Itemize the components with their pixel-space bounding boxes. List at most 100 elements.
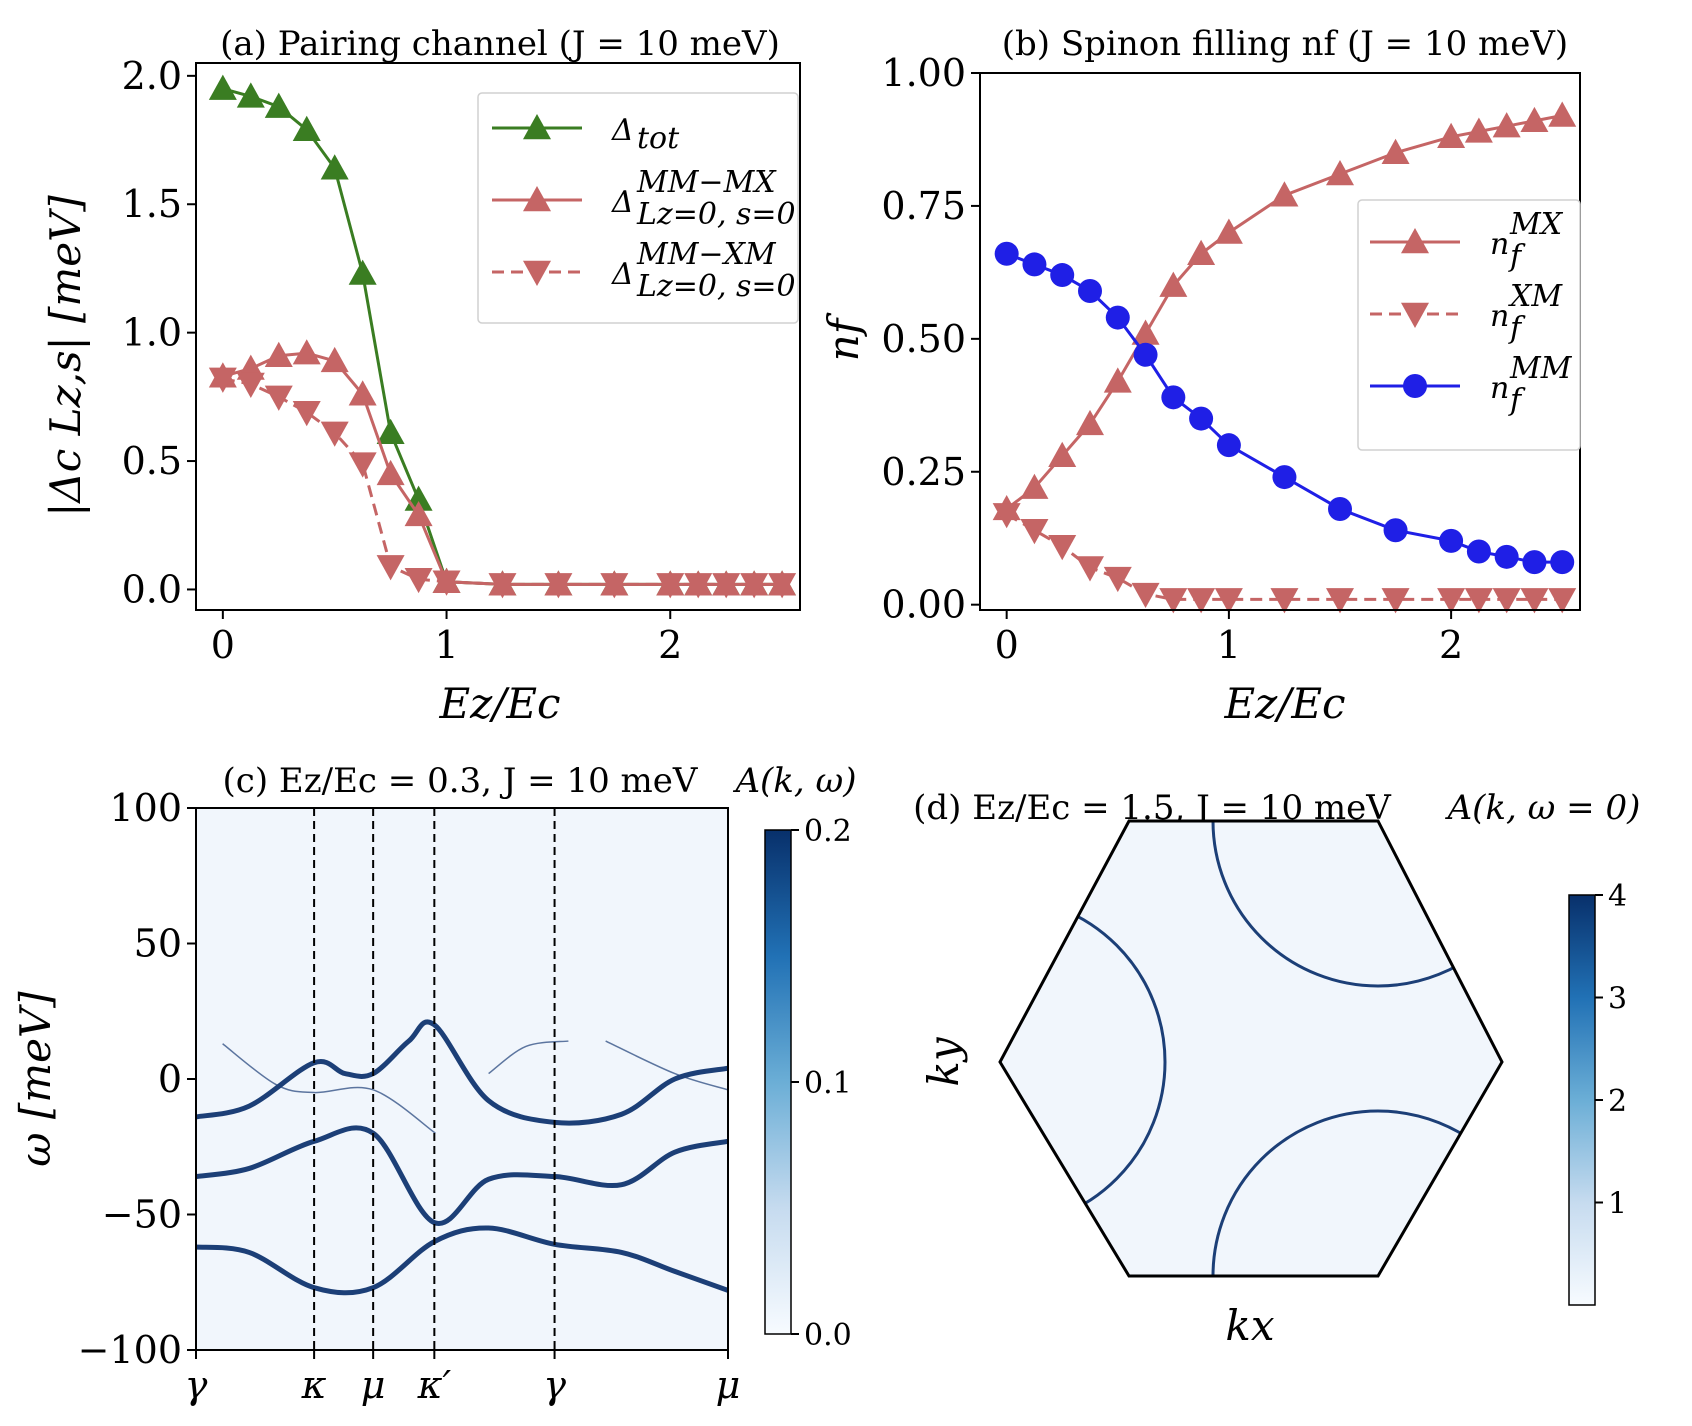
- b-series-1-point: [1214, 588, 1243, 614]
- c-colorbar-tick-label: 0.2: [804, 814, 852, 849]
- d-colorbar-tick-label: 3: [1608, 982, 1627, 1017]
- a-ytick-label: 2.0: [122, 54, 182, 98]
- b-ytick-label: 1.00: [881, 51, 966, 95]
- b-series-2-point: [1161, 385, 1186, 410]
- a-series-2-point: [600, 573, 629, 599]
- b-series-1-point: [1492, 588, 1521, 614]
- a-series-1-line: [222, 351, 783, 586]
- b-series-2-point: [1133, 342, 1158, 367]
- c-ytick-label: 0: [158, 1057, 182, 1101]
- a-legend-marker: [523, 114, 551, 140]
- b-xtick-label: 2: [1439, 623, 1463, 667]
- panel-b-xlabel: Ez/Ec: [1223, 679, 1345, 728]
- c-kpath-label: μ: [361, 1363, 386, 1407]
- a-series-2-point: [740, 573, 769, 599]
- fermi-arc-top-right: [1211, 821, 1502, 988]
- a-series-0-point: [292, 115, 321, 141]
- c-colorbar-tick-label: 0.1: [804, 1066, 852, 1101]
- a-series-2-point: [712, 573, 741, 599]
- a-series-2-point: [768, 573, 797, 599]
- b-legend-marker: [1401, 302, 1429, 328]
- panel-c-ylabel: ω [meV]: [11, 991, 60, 1167]
- b-series-2-point: [1189, 406, 1214, 431]
- a-ytick-label: 0.0: [122, 567, 182, 611]
- d-colorbar-tick-label: 1: [1608, 1187, 1627, 1222]
- b-series-0-point: [1548, 101, 1577, 127]
- a-ytick-label: 0.5: [122, 439, 182, 483]
- a-series-2-point: [348, 452, 377, 478]
- c-ytick-label: −100: [78, 1328, 182, 1372]
- b-series-2-point: [1216, 433, 1241, 458]
- b-series-1-point: [1159, 588, 1188, 614]
- c-ytick-label: −50: [102, 1193, 182, 1237]
- b-series-2-point: [1550, 550, 1575, 575]
- b-series-0-point: [1492, 112, 1521, 138]
- b-series-1-point: [1326, 588, 1354, 614]
- c-kpath-label: κ′: [417, 1363, 452, 1407]
- panel-c-bands: [196, 1019, 728, 1296]
- c-band-4: [488, 1040, 569, 1075]
- b-legend-label-sup: XM: [1508, 279, 1563, 314]
- b-legend-marker: [1403, 374, 1427, 398]
- b-series-1-point: [1048, 534, 1077, 561]
- b-ytick-label: 0.50: [881, 317, 966, 361]
- b-series-2-point: [1022, 252, 1047, 277]
- panel-b-ylabel: nf: [819, 312, 868, 361]
- b-series-0-point: [1159, 271, 1188, 297]
- a-ytick-label: 1.5: [122, 182, 182, 226]
- a-legend-label-sup: MM−XM: [636, 237, 777, 272]
- b-series-0-point: [1520, 106, 1549, 133]
- b-legend-label-sup: MM: [1509, 351, 1573, 386]
- panel-d: (d) Ez/Ec = 1.5, J = 10 meV A(k, ω = 0) …: [913, 788, 1641, 1350]
- c-kpath-label: γ: [185, 1363, 208, 1407]
- panel-d-xlabel: kx: [1225, 1301, 1274, 1350]
- b-series-2-point: [1328, 496, 1352, 521]
- a-series-2-point: [432, 570, 461, 596]
- a-series-0-point: [264, 92, 293, 118]
- b-series-2-point: [1439, 528, 1464, 553]
- panel-a-title: (a) Pairing channel (J = 10 meV): [220, 24, 780, 64]
- c-band-0: [196, 1019, 728, 1126]
- b-legend-label: n: [1490, 371, 1509, 406]
- b-series-1-point: [1464, 588, 1493, 614]
- b-series-0-point: [1214, 218, 1243, 244]
- fermi-arc-left: [1000, 895, 1167, 1229]
- a-series-1-point: [348, 380, 377, 406]
- b-series-2-point: [1494, 544, 1519, 569]
- panel-c-title: (c) Ez/Ec = 0.3, J = 10 meV: [223, 761, 699, 801]
- panel-c-colorbar: 0.0 0.1 0.2: [764, 814, 852, 1353]
- a-legend-marker: [523, 260, 551, 286]
- c-colorbar-tick-label: 0.0: [804, 1318, 852, 1353]
- a-ytick-label: 1.0: [122, 311, 182, 355]
- b-ytick-label: 0.00: [881, 583, 966, 627]
- b-series-2-point: [1466, 539, 1491, 564]
- a-legend-label-sup: MM−MX: [636, 165, 777, 200]
- a-series-2-point: [488, 573, 517, 599]
- b-series-1-point: [1548, 588, 1577, 614]
- c-kpath-label: κ: [301, 1363, 327, 1407]
- a-series-1-point: [320, 346, 349, 373]
- c-band-5: [605, 1040, 728, 1091]
- a-axes-frame: [195, 62, 801, 611]
- a-series-2-point: [684, 573, 713, 599]
- a-legend-label-sub: tot: [637, 121, 680, 156]
- b-legend-label: n: [1490, 227, 1509, 262]
- a-series-1-point: [292, 339, 321, 365]
- b-series-0-point: [1437, 122, 1466, 149]
- b-legend-label-sup: MX: [1509, 207, 1564, 242]
- b-series-1-point: [1187, 588, 1216, 614]
- a-series-2-point: [376, 555, 405, 581]
- panel-d-ylabel: ky: [919, 1036, 968, 1086]
- panel-a-legend-box: [477, 92, 799, 324]
- panel-b: (b) Spinon filling nf (J = 10 meV) 0 1 2 0.…: [819, 24, 1581, 728]
- b-series-0-point: [1381, 138, 1410, 164]
- panel-a-xlabel: Ez/Ec: [438, 679, 560, 728]
- b-series-2-point: [994, 241, 1019, 266]
- b-series-2-point: [1050, 263, 1075, 288]
- brillouin-zone-hexagon: [998, 819, 1504, 1278]
- panel-b-title: (b) Spinon filling nf (J = 10 meV): [1002, 24, 1568, 64]
- panel-d-colorbar-label: A(k, ω = 0): [1445, 788, 1641, 828]
